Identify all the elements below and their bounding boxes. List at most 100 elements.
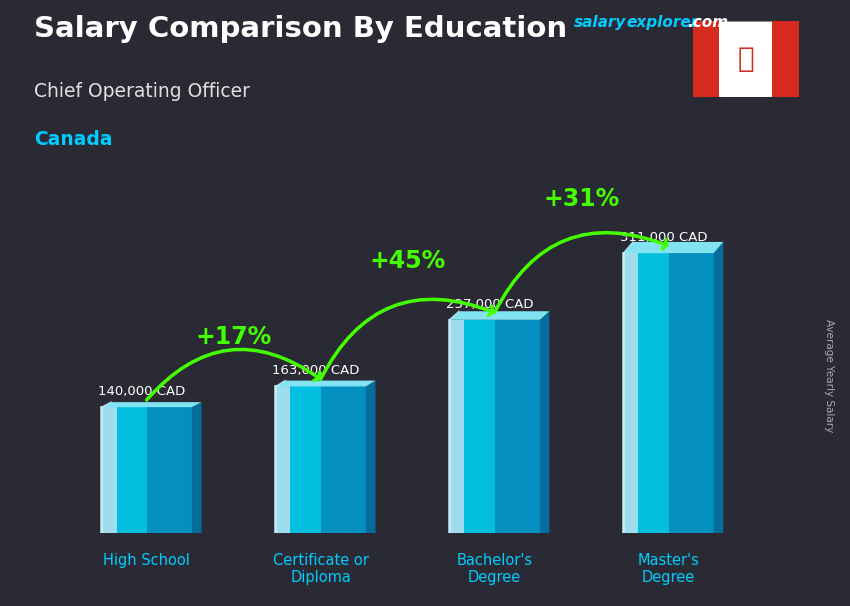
Bar bbox=[452, 320, 456, 533]
Bar bbox=[672, 253, 675, 533]
Bar bbox=[318, 387, 320, 533]
Bar bbox=[126, 407, 128, 533]
Bar bbox=[629, 253, 632, 533]
Bar bbox=[134, 407, 138, 533]
Bar bbox=[537, 320, 540, 533]
Text: Salary Comparison By Education: Salary Comparison By Education bbox=[34, 15, 567, 43]
Bar bbox=[128, 407, 132, 533]
Bar bbox=[632, 253, 635, 533]
Bar bbox=[702, 253, 705, 533]
Bar bbox=[351, 387, 354, 533]
Bar bbox=[279, 387, 281, 533]
Bar bbox=[477, 320, 479, 533]
Bar bbox=[342, 387, 345, 533]
Bar bbox=[623, 253, 626, 533]
Polygon shape bbox=[192, 402, 201, 533]
Bar bbox=[173, 407, 177, 533]
Bar bbox=[159, 407, 162, 533]
Bar bbox=[336, 387, 338, 533]
Bar bbox=[773, 21, 799, 97]
Bar bbox=[293, 387, 297, 533]
Bar bbox=[297, 387, 299, 533]
Text: 237,000 CAD: 237,000 CAD bbox=[446, 298, 533, 311]
Bar bbox=[357, 387, 360, 533]
Bar bbox=[524, 320, 528, 533]
Bar bbox=[132, 407, 134, 533]
Bar bbox=[495, 320, 497, 533]
Bar bbox=[326, 387, 330, 533]
Bar bbox=[666, 253, 669, 533]
Text: Master's
Degree: Master's Degree bbox=[638, 553, 700, 585]
Bar bbox=[708, 253, 711, 533]
Bar bbox=[516, 320, 518, 533]
Bar bbox=[360, 387, 363, 533]
Text: 🍁: 🍁 bbox=[738, 45, 754, 73]
Bar bbox=[635, 253, 638, 533]
Bar bbox=[162, 407, 165, 533]
Bar bbox=[711, 253, 714, 533]
Bar bbox=[305, 387, 309, 533]
Bar bbox=[177, 407, 180, 533]
Bar bbox=[186, 407, 189, 533]
Bar bbox=[107, 407, 110, 533]
Bar bbox=[530, 320, 534, 533]
Bar bbox=[458, 320, 462, 533]
Text: 140,000 CAD: 140,000 CAD bbox=[98, 385, 185, 398]
Bar bbox=[485, 320, 489, 533]
Bar bbox=[332, 387, 336, 533]
Bar bbox=[642, 253, 644, 533]
Bar bbox=[483, 320, 485, 533]
Bar bbox=[167, 407, 171, 533]
Text: Bachelor's
Degree: Bachelor's Degree bbox=[456, 553, 533, 585]
Bar bbox=[330, 387, 332, 533]
Text: explorer: explorer bbox=[626, 15, 699, 30]
Bar bbox=[324, 387, 326, 533]
Bar bbox=[683, 253, 687, 533]
Bar bbox=[105, 407, 107, 533]
Bar bbox=[534, 320, 537, 533]
Bar bbox=[497, 320, 501, 533]
Bar bbox=[693, 21, 719, 97]
Bar bbox=[291, 387, 293, 533]
Bar bbox=[299, 387, 303, 533]
Bar bbox=[507, 320, 510, 533]
Bar bbox=[489, 320, 491, 533]
Bar bbox=[501, 320, 504, 533]
Polygon shape bbox=[623, 242, 723, 253]
Bar bbox=[705, 253, 708, 533]
Bar bbox=[314, 387, 318, 533]
Bar bbox=[504, 320, 507, 533]
Bar bbox=[312, 387, 314, 533]
Bar bbox=[183, 407, 186, 533]
Bar bbox=[171, 407, 173, 533]
Text: High School: High School bbox=[103, 553, 190, 568]
Text: Average Yearly Salary: Average Yearly Salary bbox=[824, 319, 834, 432]
Bar bbox=[689, 253, 693, 533]
Bar bbox=[120, 407, 122, 533]
Bar bbox=[189, 407, 192, 533]
Polygon shape bbox=[714, 242, 723, 533]
Text: 163,000 CAD: 163,000 CAD bbox=[272, 364, 360, 378]
Bar bbox=[468, 320, 470, 533]
Bar bbox=[285, 387, 287, 533]
Bar bbox=[677, 253, 681, 533]
Bar bbox=[345, 387, 348, 533]
Bar bbox=[101, 407, 105, 533]
Bar bbox=[138, 407, 140, 533]
Text: +17%: +17% bbox=[196, 325, 272, 349]
Bar bbox=[287, 387, 291, 533]
Bar bbox=[147, 407, 150, 533]
Bar bbox=[110, 407, 114, 533]
Bar bbox=[687, 253, 689, 533]
Bar bbox=[644, 253, 648, 533]
Polygon shape bbox=[450, 311, 549, 320]
Bar bbox=[464, 320, 468, 533]
Bar bbox=[491, 320, 495, 533]
Bar bbox=[165, 407, 167, 533]
Bar bbox=[479, 320, 483, 533]
Bar bbox=[122, 407, 126, 533]
Bar bbox=[699, 253, 702, 533]
Text: 311,000 CAD: 311,000 CAD bbox=[620, 231, 707, 244]
Text: Certificate or
Diploma: Certificate or Diploma bbox=[273, 553, 369, 585]
Bar bbox=[669, 253, 672, 533]
